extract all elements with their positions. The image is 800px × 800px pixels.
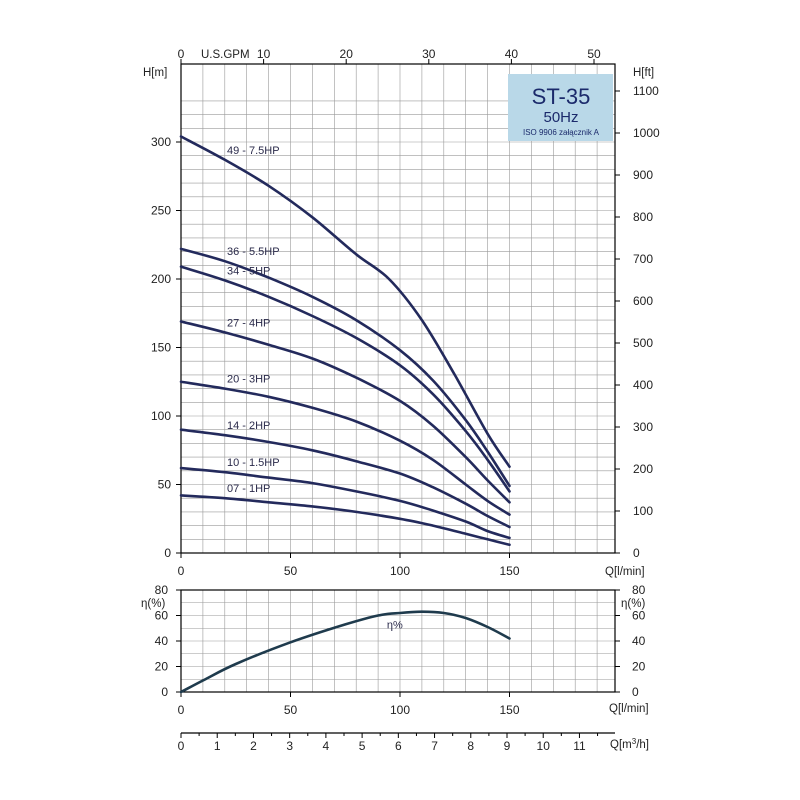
badge-frequency: 50Hz: [543, 109, 578, 126]
ft-tick-label: 400: [633, 378, 653, 392]
curve-label-7: 07 - 1HP: [227, 483, 270, 495]
gpm-tick-label: 20: [340, 47, 354, 61]
m3h-tick-label: 0: [178, 739, 185, 753]
ft-tick-label: 300: [633, 420, 653, 434]
ft-tick-label: 700: [633, 252, 653, 266]
x-axis-label-m3h: Q[m3/h]: [610, 737, 649, 751]
eff-x-tick-label: 50: [284, 703, 298, 717]
ft-tick-label: 600: [633, 294, 653, 308]
x-tick-label: 100: [390, 564, 410, 578]
m3h-tick-label: 5: [359, 739, 366, 753]
m3h-tick-label: 6: [395, 739, 402, 753]
eff-tick-label-left: 0: [161, 685, 168, 699]
eff-x-tick-label: 0: [178, 703, 185, 717]
m3h-tick-label: 9: [504, 739, 511, 753]
head-curve-0: [179, 135, 511, 468]
eff-tick-label-left: 40: [155, 634, 169, 648]
m3h-tick-label: 10: [537, 739, 551, 753]
eff-tick-label-left: 60: [155, 609, 169, 623]
curve-label-4: 20 - 3HP: [227, 374, 270, 386]
eff-x-tick-label: 100: [390, 703, 410, 717]
eff-tick-label-left: 20: [155, 660, 169, 674]
badge-title: ST-35: [532, 84, 591, 109]
gpm-tick-label: 40: [505, 47, 519, 61]
eff-tick-label-right: 0: [632, 685, 639, 699]
eff-y-label-left: η(%): [141, 598, 165, 610]
m3h-tick-label: 1: [214, 739, 221, 753]
eff-tick-label-right: 20: [632, 660, 646, 674]
head-curve-2: [179, 265, 511, 493]
curve-label-2: 34 - 5HP: [227, 265, 270, 277]
curve-label-0: 49 - 7.5HP: [227, 145, 280, 157]
ft-tick-label: 1000: [633, 126, 660, 140]
ft-tick-label: 200: [633, 462, 653, 476]
y-tick-label: 0: [164, 546, 171, 560]
y-tick-label: 300: [151, 135, 171, 149]
ft-tick-label: 500: [633, 336, 653, 350]
y-tick-label: 100: [151, 409, 171, 423]
model-badge: ST-35 50Hz ISO 9906 załącznik A: [508, 74, 613, 141]
eff-tick-label-right: 80: [632, 583, 646, 597]
head-curves: 49 - 7.5HP 36 - 5.5HP 34 - 5HP 27 - 4HP 20 -…: [179, 135, 511, 547]
curve-label-6: 10 - 1.5HP: [227, 457, 280, 469]
efficiency-curve-label: η%: [387, 619, 403, 631]
y-tick-label: 250: [151, 204, 171, 218]
m3h-tick-label: 7: [431, 739, 438, 753]
m3h-tick-label: 4: [323, 739, 330, 753]
m3h-tick-label: 8: [467, 739, 474, 753]
eff-tick-label-right: 40: [632, 634, 646, 648]
x-tick-label: 150: [499, 564, 519, 578]
y-tick-label: 150: [151, 341, 171, 355]
main-plot-frame: [180, 63, 616, 554]
head-curve-7: [179, 494, 511, 547]
badge-standard: ISO 9906 załącznik A: [523, 128, 600, 137]
gpm-tick-label: 10: [257, 47, 271, 61]
main-grid: 0 50 100 1500501001502002503000100200300400…: [151, 47, 660, 578]
gpm-tick-label: 0: [178, 47, 185, 61]
x-tick-label: 0: [178, 564, 185, 578]
eff-tick-label-right: 60: [632, 609, 646, 623]
efficiency-curve: [179, 610, 511, 694]
head-curve-5: [179, 428, 511, 529]
top-axis-label: U.S.GPM: [201, 49, 250, 61]
curve-label-5: 14 - 2HP: [227, 420, 270, 432]
head-curve-1: [179, 247, 511, 488]
ft-tick-label: 1100: [633, 84, 659, 98]
curve-label-1: 36 - 5.5HP: [227, 246, 280, 258]
ft-tick-label: 100: [633, 504, 653, 518]
m3h-axis: 0 1 2 3 4 5 6 7 8 9 10 11: [178, 732, 615, 753]
ft-tick-label: 800: [633, 210, 653, 224]
y-tick-label: 50: [158, 478, 172, 492]
gpm-tick-label: 30: [422, 47, 436, 61]
x-axis-label-efficiency: Q[l/min]: [609, 703, 649, 715]
curve-label-3: 27 - 4HP: [227, 317, 270, 329]
m3h-tick-label: 2: [250, 739, 257, 753]
x-tick-label: 50: [284, 564, 298, 578]
eff-y-label-right: η(%): [621, 598, 645, 610]
badge-background: [508, 74, 613, 141]
head-curve-6: [179, 466, 511, 540]
m3h-tick-label: 11: [573, 739, 586, 753]
ft-tick-label: 0: [633, 546, 640, 560]
y-axis-label-right: H[ft]: [633, 67, 654, 79]
gpm-tick-label: 50: [587, 47, 601, 61]
eff-x-tick-label: 150: [499, 703, 519, 717]
head-curve-3: [179, 320, 511, 504]
ft-tick-label: 900: [633, 168, 653, 182]
y-axis-label-left: H[m]: [143, 67, 167, 79]
x-axis-label-main: Q[l/min]: [605, 566, 645, 578]
head-curve-4: [179, 380, 511, 516]
m3h-tick-label: 3: [286, 739, 293, 753]
eff-tick-label-left: 80: [155, 583, 169, 597]
efficiency-curve-group: η%: [179, 610, 511, 694]
y-tick-label: 200: [151, 272, 171, 286]
